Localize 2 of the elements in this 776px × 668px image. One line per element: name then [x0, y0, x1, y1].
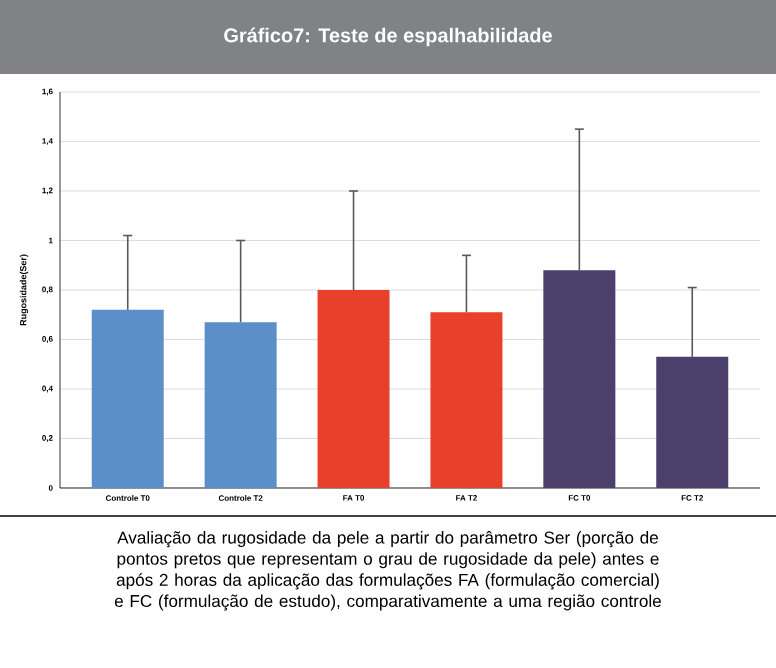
text: Avaliação da rugosidade da pele a partir do parâmetro Ser (porção de pontos pretos que representam o grau de rugosidade da pele) antes e após 2 horas da aplicação das formulações FA (formulação comercial) e FC (formulação de estudo), comparativamente a uma região controle — [114, 531, 661, 611]
chart-title: Gráfico7: Teste de espalhabilidade — [224, 27, 552, 47]
